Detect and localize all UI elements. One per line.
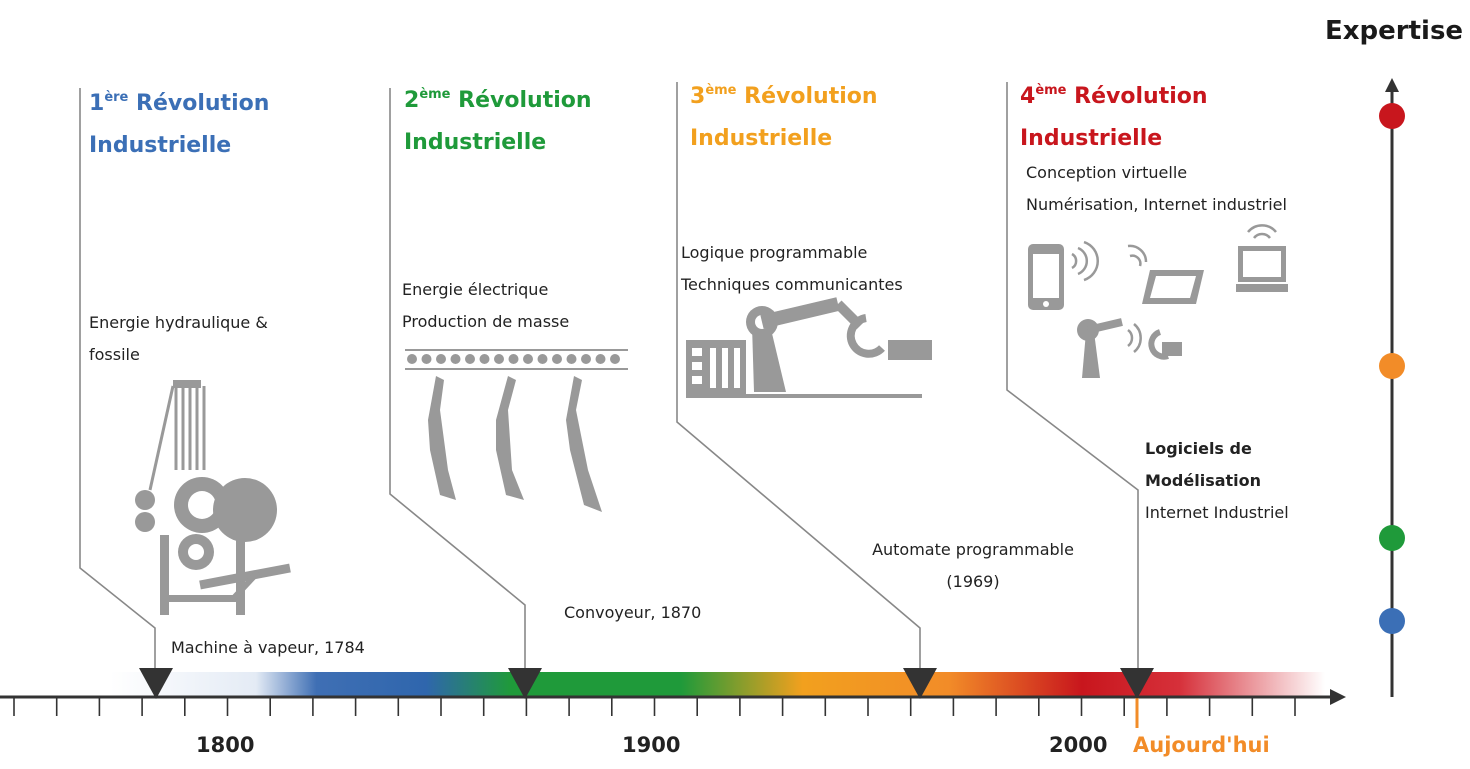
milestone-plc-line: (1969) bbox=[946, 572, 1000, 591]
revolution-2-description: Energie électrique Production de masse bbox=[402, 274, 569, 338]
axis-ticks bbox=[13, 697, 1296, 716]
conveyor-roller bbox=[552, 354, 562, 364]
milestone-marker-1870 bbox=[508, 668, 542, 699]
revolution-1-title: 1ère Révolution Industrielle bbox=[89, 77, 269, 167]
revolution-1-description-line: fossile bbox=[89, 345, 140, 364]
milestone-markers bbox=[139, 668, 1154, 699]
axis-label-1800: 1800 bbox=[196, 733, 255, 757]
revolution-3-title-line1: 3ème Révolution bbox=[690, 83, 878, 109]
milestone-modeling-software: Logiciels de Modélisation Internet Indus… bbox=[1145, 433, 1289, 529]
connector-rev1 bbox=[79, 88, 156, 672]
conveyor-roller bbox=[595, 354, 606, 364]
revolution-2-title-line2: Industrielle bbox=[404, 130, 547, 155]
expertise-dot-blue bbox=[1379, 608, 1405, 634]
expertise-dot-red bbox=[1379, 103, 1405, 129]
milestone-modeling-line: Internet Industriel bbox=[1145, 503, 1289, 522]
revolution-1-description-line: Energie hydraulique & bbox=[89, 313, 268, 332]
revolution-1-description: Energie hydraulique & fossile bbox=[89, 307, 268, 371]
expertise-label: Expertise bbox=[1325, 16, 1464, 46]
connector-rev2 bbox=[389, 88, 526, 672]
conveyor-roller bbox=[407, 354, 417, 364]
milestone-marker-2020 bbox=[1120, 668, 1154, 699]
revolution-4-description-line: Conception virtuelle bbox=[1026, 163, 1188, 182]
revolution-3-description-line: Techniques communicantes bbox=[681, 275, 903, 294]
revolution-3-description: Logique programmable Techniques communic… bbox=[681, 237, 903, 301]
conveyor-roller bbox=[421, 354, 432, 364]
milestone-plc-line: Automate programmable bbox=[872, 540, 1074, 559]
era-color-band bbox=[110, 672, 1325, 696]
conveyor-roller bbox=[610, 354, 620, 364]
conveyor-roller bbox=[537, 354, 548, 364]
expertise-axis-arrow bbox=[1385, 78, 1399, 92]
connected-devices-icon bbox=[1028, 224, 1288, 378]
conveyor-roller bbox=[508, 354, 519, 364]
connector-rev4 bbox=[1006, 82, 1139, 672]
axis-label-1900: 1900 bbox=[622, 733, 681, 757]
conveyor-roller bbox=[566, 354, 577, 364]
conveyor-icon bbox=[405, 349, 628, 512]
time-axis-arrow bbox=[1330, 689, 1346, 705]
conveyor-roller bbox=[436, 354, 446, 364]
conveyor-roller bbox=[450, 354, 461, 364]
revolution-4-title-line1: 4ème Révolution bbox=[1020, 83, 1208, 109]
milestone-modeling-line: Logiciels de bbox=[1145, 439, 1252, 458]
conveyor-roller bbox=[494, 354, 504, 364]
conveyor-roller bbox=[523, 354, 533, 364]
revolution-4-title-line2: Industrielle bbox=[1020, 126, 1163, 151]
revolution-1-title-line2: Industrielle bbox=[89, 133, 232, 158]
revolution-4-title: 4ème Révolution Industrielle bbox=[1020, 70, 1208, 160]
revolution-2-title-line1: 2ème Révolution bbox=[404, 87, 592, 113]
steam-engine-icon bbox=[135, 380, 291, 615]
revolution-2-title: 2ème Révolution Industrielle bbox=[404, 74, 592, 164]
revolution-1-title-line1: 1ère Révolution bbox=[89, 90, 270, 116]
robot-arm-icon bbox=[686, 297, 932, 398]
conveyor-roller bbox=[581, 354, 591, 364]
milestone-marker-1969 bbox=[903, 668, 937, 699]
connector-rev3 bbox=[676, 82, 921, 672]
axis-label-2000: 2000 bbox=[1049, 733, 1108, 757]
milestone-steam-engine: Machine à vapeur, 1784 bbox=[171, 638, 365, 657]
expertise-dot-green bbox=[1379, 525, 1405, 551]
milestone-modeling-line: Modélisation bbox=[1145, 471, 1262, 490]
milestone-marker-1784 bbox=[139, 668, 173, 699]
conveyor-roller bbox=[479, 354, 490, 364]
revolution-2-description-line: Production de masse bbox=[402, 312, 570, 331]
today-label: Aujourd'hui bbox=[1133, 733, 1270, 757]
connector-lines bbox=[79, 82, 1139, 672]
expertise-dot-orange bbox=[1379, 353, 1405, 379]
revolution-4-description: Conception virtuelle Numérisation, Inter… bbox=[1026, 157, 1287, 221]
revolution-3-title: 3ème Révolution Industrielle bbox=[690, 70, 878, 160]
milestone-conveyor: Convoyeur, 1870 bbox=[564, 603, 702, 622]
revolution-3-title-line2: Industrielle bbox=[690, 126, 833, 151]
revolution-2-description-line: Energie électrique bbox=[402, 280, 549, 299]
conveyor-roller bbox=[465, 354, 475, 364]
revolution-4-description-line: Numérisation, Internet industriel bbox=[1026, 195, 1287, 214]
revolution-3-description-line: Logique programmable bbox=[681, 243, 868, 262]
milestone-plc: Automate programmable (1969) bbox=[858, 534, 1088, 598]
